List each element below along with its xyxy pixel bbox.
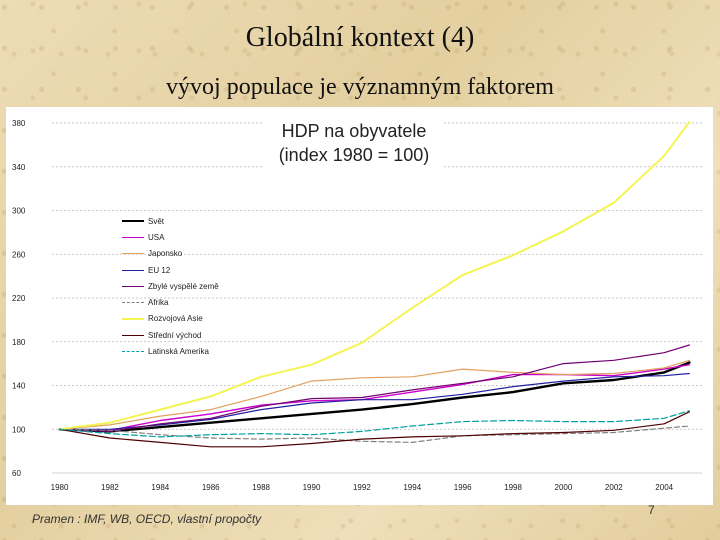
series-line-8	[58, 410, 691, 438]
y-tick-label: 220	[12, 294, 26, 303]
chart-title-line1: HDP na obyvatele	[281, 121, 427, 141]
source-note: Pramen : IMF, WB, OECD, vlastní propočty	[32, 512, 262, 526]
legend-item: Střední východ	[122, 327, 219, 343]
legend-label: Latinská Amerika	[148, 347, 209, 357]
legend-item: Zbylé vyspělé země	[122, 278, 219, 294]
y-tick-label: 180	[12, 338, 26, 347]
legend-item: Latinská Amerika	[122, 343, 219, 359]
y-tick-label: 140	[12, 382, 26, 391]
legend-item: USA	[122, 229, 219, 245]
legend-label: Svět	[148, 216, 165, 226]
slide-subtitle: vývoj populace je významným faktorem	[166, 74, 554, 100]
series-line-0	[58, 361, 691, 433]
chart-area: 60 100 140 180 220 260 300 340 380 1980 1982 1984 1…	[6, 107, 713, 505]
legend-item: EU 12	[122, 262, 219, 278]
chart-legend: Svět USA Japonsko EU 12 Zbylé vyspělé země Af…	[122, 213, 219, 360]
legend-label: Zbylé vyspělé země	[148, 281, 219, 291]
legend-swatch	[122, 302, 144, 304]
y-tick-label: 60	[12, 469, 21, 478]
y-tick-label: 380	[12, 119, 26, 128]
x-tick-label: 1992	[353, 483, 371, 492]
y-axis-ticks: 60 100 140 180 220 260 300 340 380	[12, 119, 26, 478]
legend-swatch	[122, 236, 144, 238]
x-tick-label: 2000	[555, 483, 573, 492]
legend-swatch	[122, 317, 144, 320]
x-tick-label: 1994	[403, 483, 421, 492]
x-tick-label: 1980	[51, 483, 69, 492]
legend-label: EU 12	[148, 265, 171, 275]
x-tick-label: 1984	[151, 483, 169, 492]
legend-swatch	[122, 351, 144, 353]
y-tick-label: 260	[12, 250, 26, 259]
series-line-3	[58, 372, 691, 430]
y-tick-label: 100	[12, 425, 26, 434]
legend-swatch	[122, 269, 144, 271]
series-line-7	[58, 411, 691, 448]
legend-label: USA	[148, 232, 165, 242]
x-tick-label: 2002	[605, 483, 623, 492]
legend-label: Afrika	[148, 298, 169, 308]
legend-label: Střední východ	[148, 330, 202, 340]
page-number: 7	[648, 503, 655, 517]
legend-label: Japonsko	[148, 249, 183, 259]
legend-item: Japonsko	[122, 246, 219, 262]
series-line-2	[58, 359, 691, 430]
x-tick-label: 1982	[101, 483, 119, 492]
x-tick-label: 1990	[303, 483, 321, 492]
x-tick-label: 2004	[655, 483, 673, 492]
legend-item: Svět	[122, 213, 219, 229]
slide-title: Globální kontext (4)	[245, 22, 475, 53]
x-tick-label: 1986	[202, 483, 220, 492]
x-tick-label: 1998	[504, 483, 522, 492]
chart-title: HDP na obyvatele (index 1980 = 100)	[264, 117, 444, 183]
legend-swatch	[122, 253, 144, 255]
series-line-6	[58, 120, 691, 431]
chart-title-line2: (index 1980 = 100)	[278, 145, 430, 165]
legend-item: Rozvojová Asie	[122, 311, 219, 327]
x-tick-label: 1988	[252, 483, 270, 492]
series-line-4	[58, 344, 691, 432]
legend-item: Afrika	[122, 294, 219, 310]
x-tick-label: 1996	[454, 483, 472, 492]
series-line-5	[58, 425, 691, 443]
series-lines	[58, 120, 691, 448]
legend-swatch	[122, 285, 144, 287]
y-tick-label: 340	[12, 163, 26, 172]
x-axis-ticks: 1980 1982 1984 1986 1988 1990 1992 1994 1996 1998…	[51, 483, 674, 492]
legend-swatch	[122, 334, 144, 336]
legend-label: Rozvojová Asie	[148, 314, 203, 324]
legend-swatch	[122, 220, 144, 223]
series-line-1	[58, 364, 691, 431]
y-tick-label: 300	[12, 207, 26, 216]
